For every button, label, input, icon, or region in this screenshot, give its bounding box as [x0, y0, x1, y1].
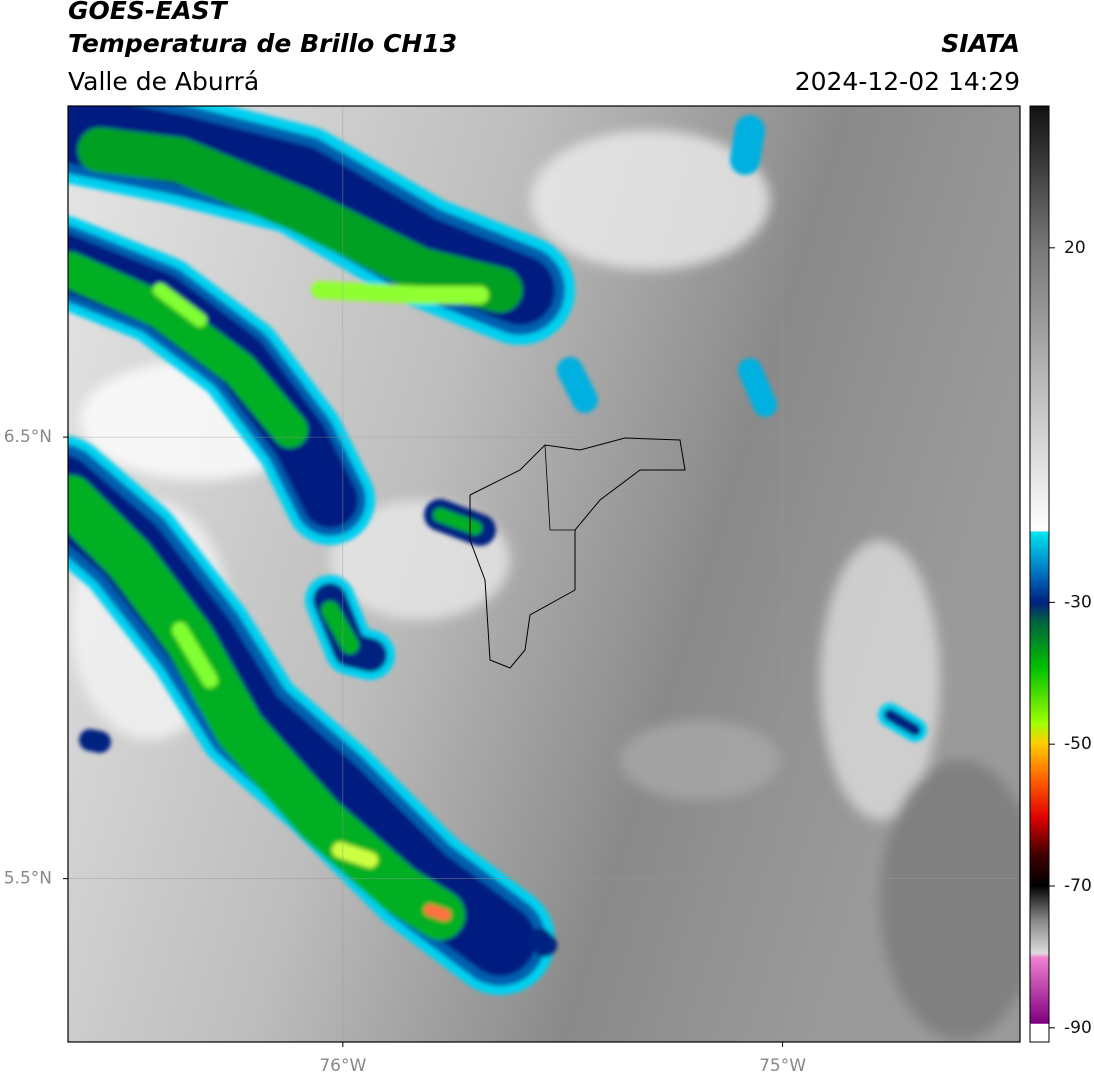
datetime: 2024-12-02 14:29	[795, 67, 1020, 96]
map-frame	[67, 105, 1021, 1043]
cloud-band	[68, 216, 375, 545]
y-tick-label: 6.5°N	[4, 427, 52, 447]
source: SIATA	[941, 29, 1020, 58]
colorbar-tick-label: 20	[1064, 238, 1086, 258]
grid	[68, 106, 1020, 1042]
colorbar-tick-label: -50	[1064, 734, 1092, 754]
colorbar-tick-label: -30	[1064, 592, 1092, 612]
region: Valle de Aburrá	[68, 67, 259, 96]
municipal-boundaries	[469, 437, 686, 669]
subtitle: Temperatura de Brillo CH13	[68, 29, 457, 58]
municipal-boundaries	[544, 444, 575, 531]
title: GOES-EAST	[68, 0, 229, 25]
colorbar	[1029, 105, 1050, 1043]
imagery	[68, 106, 1020, 1042]
y-tick-label: 5.5°N	[4, 869, 52, 889]
x-tick-label: 76°W	[319, 1056, 366, 1076]
colorbar-tick-label: -90	[1064, 1018, 1092, 1038]
cloud-band	[68, 106, 575, 345]
cloud-band	[68, 436, 555, 995]
colorbar-tick-label: -70	[1064, 876, 1092, 896]
x-tick-label: 75°W	[759, 1056, 806, 1076]
cloud-cell	[79, 115, 927, 957]
